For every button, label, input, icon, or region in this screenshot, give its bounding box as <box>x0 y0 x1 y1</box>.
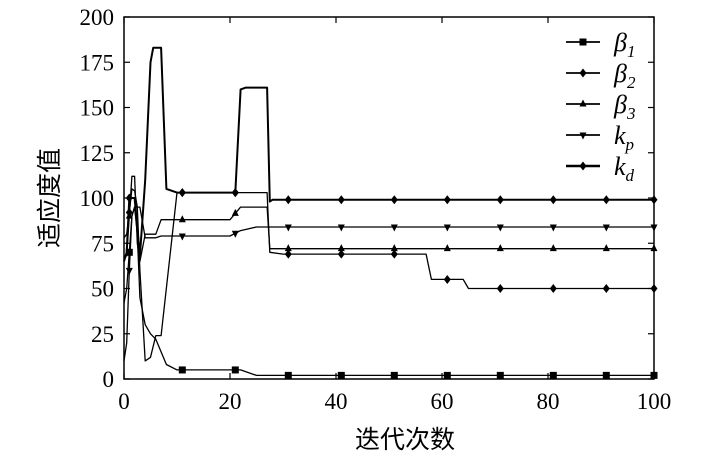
data-point <box>650 224 658 232</box>
axes: 0 20 40 60 80 100 0 25 50 75 100 125 150 175 200 <box>80 5 672 414</box>
legend-label: β2 <box>613 59 636 92</box>
legend-entry-3: β3 <box>566 90 635 123</box>
y-tick-label: 150 <box>80 96 115 121</box>
data-point <box>549 244 557 252</box>
data-point <box>337 244 345 252</box>
series-line-3 <box>124 175 654 263</box>
data-point <box>125 193 133 203</box>
data-point <box>231 366 239 374</box>
data-point <box>337 224 345 232</box>
y-tick-label: 100 <box>80 186 115 211</box>
legend-label: β3 <box>613 90 635 123</box>
data-point <box>549 195 557 205</box>
data-point <box>650 244 658 252</box>
data-point <box>549 371 557 379</box>
x-tick-label: 0 <box>118 389 130 414</box>
data-point <box>125 211 133 219</box>
data-point <box>284 371 292 379</box>
data-point <box>650 195 658 205</box>
data-point <box>231 230 239 238</box>
legend-marker <box>579 161 587 171</box>
data-point <box>390 224 398 232</box>
data-point <box>443 195 451 205</box>
legend-label: kp <box>614 121 634 154</box>
data-point <box>496 244 504 252</box>
data-point <box>443 274 451 284</box>
data-point <box>443 224 451 232</box>
series-markers <box>125 188 658 379</box>
y-axis-title: 适应度值 <box>35 148 64 248</box>
data-point <box>496 371 504 379</box>
data-point <box>549 224 557 232</box>
legend-entry-2: β2 <box>566 59 636 92</box>
data-point <box>390 244 398 252</box>
legend-entry-1: β1 <box>566 28 635 61</box>
data-point <box>178 233 186 241</box>
data-point <box>650 284 658 293</box>
data-point <box>337 371 345 379</box>
data-point <box>178 215 186 223</box>
y-tick-label: 25 <box>91 322 114 347</box>
plot-frame <box>123 16 655 380</box>
data-point <box>178 366 186 374</box>
x-tick-label: 100 <box>637 389 672 414</box>
series-line-4 <box>123 206 654 361</box>
data-point <box>337 195 345 205</box>
data-point <box>650 371 658 379</box>
legend-entry-4: kp <box>566 121 634 154</box>
data-point <box>602 244 610 252</box>
legend-entry-5: kd <box>566 152 635 185</box>
data-point <box>496 224 504 232</box>
data-point <box>390 195 398 205</box>
data-point <box>443 371 451 379</box>
legend-marker <box>579 68 587 78</box>
legend-marker <box>579 38 587 46</box>
x-tick-label: 40 <box>325 389 348 414</box>
data-point <box>602 371 610 379</box>
data-point <box>284 249 292 259</box>
y-tick-label: 200 <box>80 5 115 30</box>
data-point <box>443 244 451 252</box>
data-point <box>231 208 239 216</box>
data-point <box>602 284 610 293</box>
data-point <box>125 267 133 275</box>
y-tick-label: 0 <box>103 367 115 392</box>
data-point <box>284 224 292 232</box>
series-line-5 <box>123 46 654 262</box>
data-point <box>125 248 133 256</box>
legend-marker <box>579 99 587 107</box>
data-point <box>602 224 610 232</box>
legend-marker <box>579 132 587 140</box>
data-point <box>496 195 504 205</box>
series-lines <box>123 46 654 377</box>
x-tick-label: 80 <box>537 389 560 414</box>
y-tick-label: 125 <box>80 141 115 166</box>
legend-label: β1 <box>613 28 635 61</box>
data-point <box>549 284 557 293</box>
series-line-2 <box>123 188 654 362</box>
data-point <box>602 195 610 205</box>
data-point <box>390 371 398 379</box>
data-point <box>284 195 292 205</box>
data-point <box>390 249 398 259</box>
data-point <box>178 188 186 198</box>
data-point <box>284 244 292 252</box>
data-point <box>231 188 239 198</box>
y-tick-label: 50 <box>91 277 114 302</box>
legend-label: kd <box>614 152 635 185</box>
series-line-1 <box>123 206 654 377</box>
x-tick-label: 20 <box>219 389 242 414</box>
y-tick-label: 75 <box>91 231 114 256</box>
x-axis-title: 迭代次数 <box>355 425 455 454</box>
y-tick-label: 175 <box>80 50 115 75</box>
data-point <box>337 249 345 259</box>
x-tick-label: 60 <box>431 389 454 414</box>
data-point <box>496 284 504 293</box>
